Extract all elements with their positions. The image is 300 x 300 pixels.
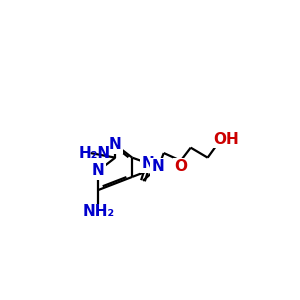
Text: OH: OH	[213, 132, 239, 147]
Text: N: N	[92, 163, 105, 178]
Text: NH₂: NH₂	[82, 204, 114, 219]
Text: N: N	[152, 159, 165, 174]
Text: H₂N: H₂N	[78, 146, 110, 160]
Text: N: N	[142, 156, 155, 171]
Text: N: N	[109, 137, 122, 152]
Text: O: O	[174, 159, 187, 174]
